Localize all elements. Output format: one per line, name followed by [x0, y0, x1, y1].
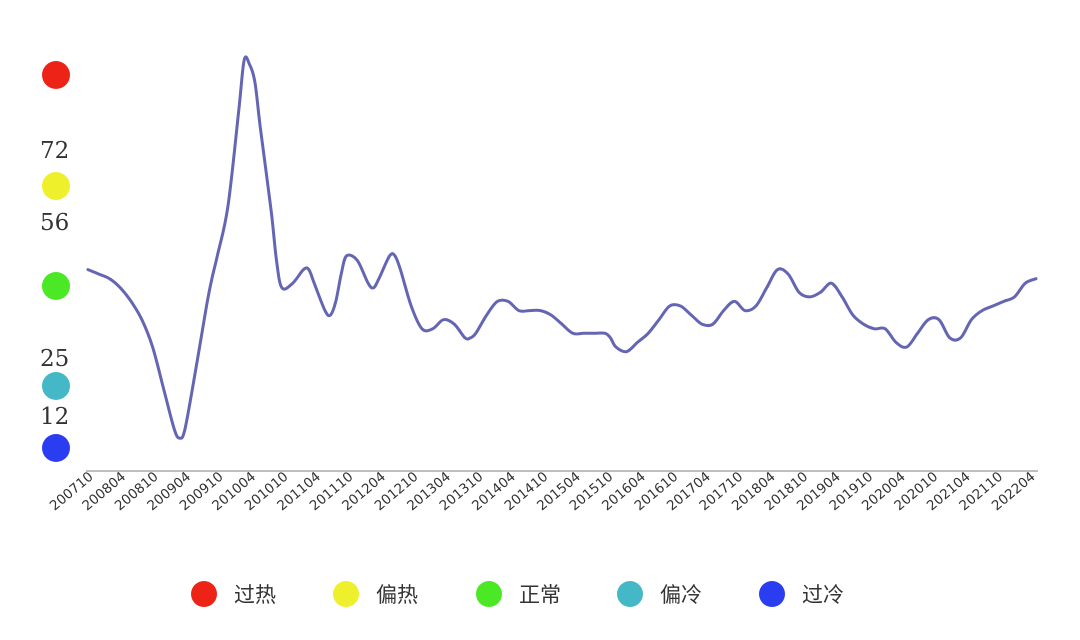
y-tick-label: 25: [40, 346, 69, 372]
zone-markers: [42, 61, 70, 462]
series-line: [86, 55, 1038, 440]
legend-swatch: [191, 581, 217, 607]
zone-marker-dot: [42, 172, 70, 200]
legend-label: 过热: [234, 583, 276, 607]
legend-label: 偏热: [376, 583, 418, 607]
legend-label: 正常: [519, 583, 561, 607]
legend: 过热 偏热 正常 偏冷 过冷: [191, 581, 844, 607]
zone-marker-dot: [42, 434, 70, 462]
legend-swatch: [759, 581, 785, 607]
y-tick-label: 12: [40, 404, 69, 430]
legend-swatch: [333, 581, 359, 607]
zone-marker-dot: [42, 61, 70, 89]
y-tick-labels: 12 25 56 72: [40, 138, 69, 430]
y-tick-label: 72: [40, 138, 69, 164]
y-tick-label: 56: [40, 210, 69, 236]
legend-label: 偏冷: [660, 583, 702, 607]
legend-swatch: [617, 581, 643, 607]
x-tick-labels: 2007102008042008102009042009102010042010…: [47, 469, 1039, 514]
legend-label: 过冷: [802, 583, 844, 607]
legend-swatch: [476, 581, 502, 607]
zone-marker-dot: [42, 272, 70, 300]
zone-marker-dot: [42, 372, 70, 400]
